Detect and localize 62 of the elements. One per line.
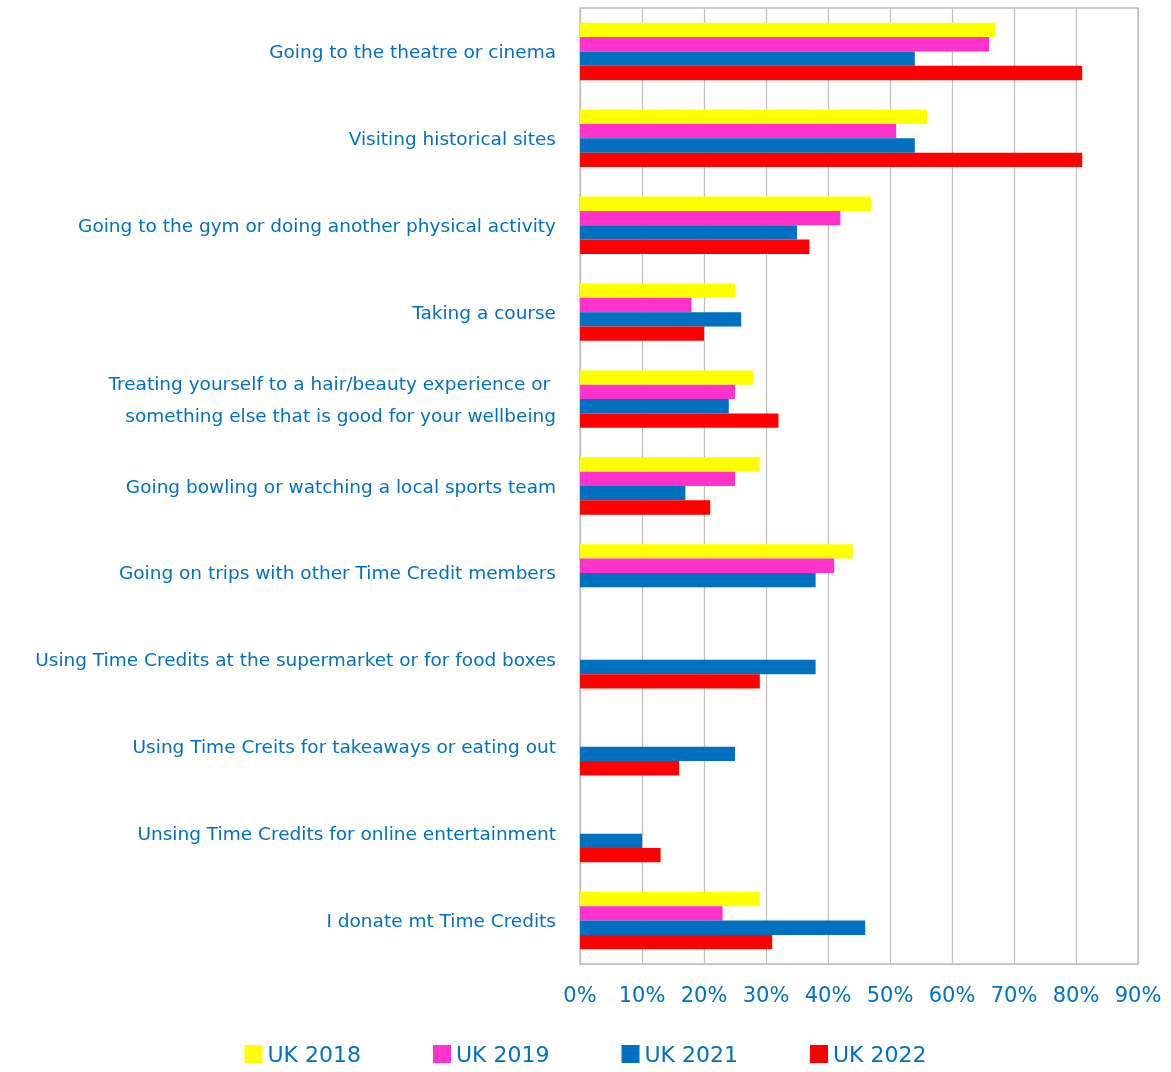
x-tick-label: 80% [1052, 982, 1100, 1007]
x-tick-label: 70% [990, 982, 1038, 1007]
bar [580, 659, 816, 675]
bar [580, 210, 841, 226]
x-tick-label: 90% [1114, 982, 1162, 1007]
legend-label: UK 2022 [833, 1041, 927, 1067]
y-tick-label: Going on trips with other Time Credit members [118, 562, 556, 584]
y-tick-label: Visiting historical sites [348, 127, 556, 149]
bar [580, 225, 797, 240]
bar [580, 124, 897, 139]
y-tick-label: I donate mt Time Credits [326, 910, 556, 932]
x-tick-label: 40% [804, 982, 852, 1007]
bar [580, 283, 735, 298]
x-tick-label: 30% [742, 982, 790, 1007]
bar [580, 384, 735, 400]
bar [580, 370, 754, 385]
bar [580, 906, 723, 921]
bar [580, 413, 779, 428]
bar [580, 471, 735, 486]
bar [580, 138, 915, 153]
bar [580, 37, 990, 52]
bar [580, 457, 760, 472]
bar [580, 500, 711, 515]
bar [580, 312, 742, 327]
y-tick-label: Going to the gym or doing another physical activity [78, 214, 557, 236]
y-tick-label: Taking a course [411, 301, 556, 323]
x-tick-label: 10% [618, 982, 666, 1007]
bar [580, 544, 853, 559]
y-tick-label: Going to the theatre or cinema [269, 40, 556, 62]
bar [580, 572, 816, 588]
bar [580, 297, 692, 313]
y-tick-label: Using Time Creits for takeaways or eating out [132, 736, 556, 758]
bar [580, 109, 928, 125]
x-tick-label: 50% [866, 982, 914, 1007]
legend-label: UK 2019 [455, 1041, 550, 1067]
x-tick-label: 60% [928, 982, 976, 1007]
y-tick-label: Going bowling or watching a local sports team [125, 475, 556, 497]
x-tick-label: 0% [563, 982, 597, 1007]
y-tick-label: Treating yourself to a hair/beauty experience or something else that is good for your wellbeing [107, 372, 556, 426]
bar [580, 65, 1083, 81]
legend-label: UK 2018 [267, 1041, 361, 1067]
bar [580, 558, 835, 573]
x-tick-label: 20% [680, 982, 728, 1007]
bar [580, 22, 996, 38]
bar [580, 152, 1083, 168]
bar [580, 761, 680, 776]
bar [580, 674, 760, 689]
legend-label: UK 2021 [644, 1041, 739, 1067]
bar [580, 51, 915, 66]
bar [580, 934, 773, 950]
bar [580, 746, 735, 762]
bar [580, 847, 661, 863]
y-tick-label: Unsing Time Credits for online entertainment [137, 823, 556, 845]
bar [580, 891, 760, 907]
bar [580, 196, 872, 211]
bar [580, 239, 810, 254]
bar [580, 833, 642, 848]
bar [580, 326, 704, 341]
bar [580, 399, 729, 414]
bar [580, 486, 686, 501]
bar [580, 920, 866, 935]
y-tick-label: Using Time Credits at the supermarket or for food boxes [35, 649, 556, 671]
